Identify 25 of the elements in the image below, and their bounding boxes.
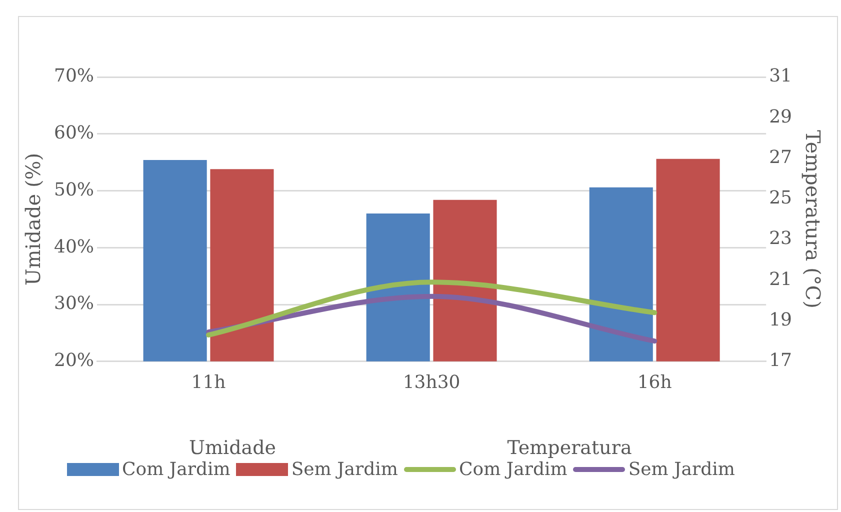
y-tick-label: 40% [54, 236, 94, 258]
x-tick-label: 16h [637, 372, 672, 393]
x-tick-label: 13h30 [402, 372, 460, 393]
y2-tick-label: 19 [769, 309, 792, 330]
y-tick-label: 60% [54, 122, 94, 144]
y2-tick-label: 23 [769, 228, 792, 250]
y-tick-label: 50% [54, 179, 94, 200]
y-axis-title: Umidade (%) [21, 152, 46, 286]
y-tick-label: 30% [54, 293, 94, 314]
y2-axis-title: Temperatura (°C) [800, 130, 825, 308]
y-tick-label: 70% [54, 66, 94, 87]
y2-tick-label: 27 [769, 146, 792, 168]
y2-tick-label: 31 [769, 66, 792, 87]
text: Umidade [188, 437, 277, 459]
legend-label: Com Jardim [459, 459, 568, 480]
y2-tick-label: 25 [769, 188, 792, 209]
y-tick-label: 20% [54, 350, 94, 372]
y2-tick-label: 29 [769, 106, 792, 128]
y2-tick-label: 17 [769, 350, 792, 372]
legend-label: Sem Jardim [291, 459, 398, 480]
legend-label: Sem Jardim [628, 459, 735, 480]
x-tick-label: 11h [191, 372, 226, 393]
text: Temperatura [506, 437, 633, 459]
y2-tick-label: 21 [769, 268, 792, 290]
legend-label: Com Jardim [122, 459, 230, 480]
